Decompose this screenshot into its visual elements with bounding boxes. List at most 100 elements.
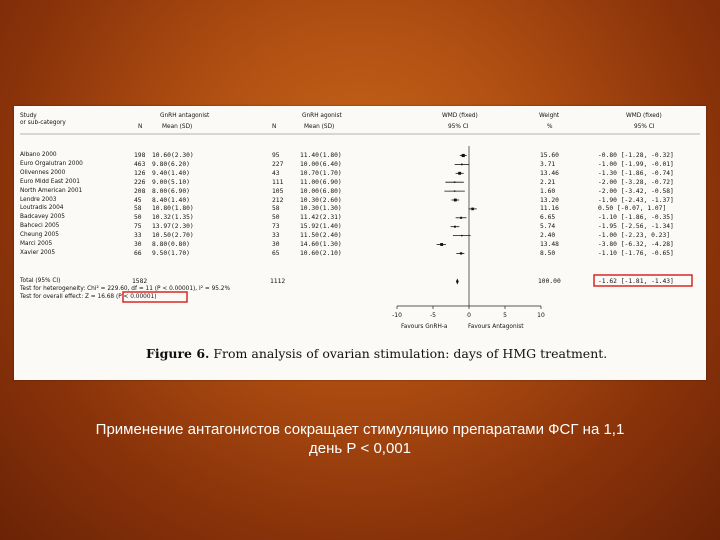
header-n1: N [138,124,143,130]
row-wmd: -1.10 [-1.76, -0.65] [598,249,674,257]
point-estimate-marker [460,216,463,219]
row-n-antagonist: 45 [134,196,142,204]
slide-note: Применение антагонистов сокращает стимул… [0,420,720,458]
total-wmd: -1.62 [-1.81, -1.43] [598,278,674,285]
row-weight: 13.20 [540,196,559,204]
row-n-agonist: 73 [272,223,280,231]
row-n-antagonist: 50 [134,214,142,222]
point-estimate-marker [453,181,456,183]
total-label: Total (95% CI) [20,278,61,284]
row-weight: 2.40 [540,232,556,240]
highlight-box-p-value [122,291,188,303]
row-n-agonist: 212 [272,196,284,204]
row-n-antagonist: 208 [134,187,146,195]
row-n-agonist: 227 [272,160,284,168]
row-wmd: -1.00 [-2.23, 0.23] [598,232,671,240]
x-axis-tick-label: -10 [392,312,402,319]
row-mean-agonist: 15.92(1.40) [300,223,342,231]
row-n-agonist: 33 [272,232,280,240]
row-mean-antagonist: 9.40(1.40) [152,169,190,177]
row-wmd: -1.95 [-2.56, -1.34] [598,223,674,231]
row-mean-antagonist: 9.80(6.20) [152,160,190,168]
row-mean-agonist: 11.50(2.40) [300,232,342,240]
row-n-agonist: 111 [272,178,284,186]
row-n-agonist: 50 [272,214,280,222]
row-study-name: Cheung 2005 [20,232,59,239]
row-study-name: Olivennes 2000 [20,169,66,176]
row-study-name: Badcavey 2005 [20,214,65,221]
row-study-name: North American 2001 [20,187,83,194]
point-estimate-marker [453,198,457,202]
point-estimate-marker [454,225,456,228]
row-weight: 8.50 [540,249,556,257]
row-wmd: -1.10 [-1.86, -0.35] [598,214,674,222]
row-n-antagonist: 126 [134,169,146,177]
x-axis-tick-label: -5 [430,312,436,319]
row-n-antagonist: 198 [134,152,146,159]
row-mean-agonist: 10.70(1.70) [300,169,342,177]
row-study-name: Euro Midd East 2001 [20,178,80,185]
row-n-agonist: 65 [272,249,280,257]
header-mean1: Mean (SD) [162,124,193,130]
row-n-antagonist: 33 [134,232,142,240]
row-study-name: Marci 2005 [20,241,53,247]
forest-plot-graphics: -10 -5 0 5 10 [20,133,700,319]
row-study-name: Loutradis 2004 [20,205,64,212]
row-study-name: Xavier 2005 [20,249,56,256]
row-mean-agonist: 10.00(6.80) [300,187,342,195]
row-weight: 13.46 [540,169,559,177]
row-weight: 1.60 [540,187,556,195]
total-n2: 1112 [270,278,286,285]
row-mean-antagonist: 10.32(1.35) [152,214,194,222]
point-estimate-marker [453,190,456,192]
header-weight: Weight [539,113,560,119]
row-mean-antagonist: 10.50(2.70) [152,232,194,240]
row-weight: 3.71 [540,160,556,168]
row-wmd: -3.80 [-6.32, -4.28] [598,241,674,248]
row-study-name: Albano 2000 [20,152,57,158]
point-estimate-marker [459,252,463,255]
forest-plot-figure: Study or sub-category GnRH antagonist N … [14,106,706,380]
row-mean-antagonist: 13.97(2.30) [152,223,194,231]
total-weight: 100.00 [538,278,561,285]
point-estimate-marker [471,207,474,211]
row-mean-antagonist: 10.80(1.80) [152,205,194,213]
header-percent: % [547,124,553,130]
row-study-name: Euro Orgalutran 2000 [20,160,83,167]
row-mean-agonist: 11.40(1.80) [300,152,342,159]
header-wmd: WMD (fixed) [442,113,478,119]
heterogeneity-test: Test for heterogeneity: Chi² = 229.60, d… [20,286,230,292]
row-n-agonist: 58 [272,205,280,213]
overall-effect-test: Test for overall effect: Z = 16.68 (P < … [20,294,157,300]
row-n-antagonist: 75 [134,223,142,231]
x-axis-tick-label: 0 [467,312,471,319]
row-study-name: Lendre 2003 [20,196,57,203]
row-study-name: Bahceci 2005 [20,223,60,230]
row-weight: 15.60 [540,152,559,159]
header-n2: N [272,124,277,130]
row-mean-agonist: 10.00(6.40) [300,160,342,168]
row-n-agonist: 105 [272,187,284,195]
row-mean-antagonist: 8.80(0.80) [152,241,190,248]
header-group2: GnRH agonist [302,113,342,119]
figure-caption: Figure 6. From analysis of ovarian stimu… [146,346,608,361]
header-group1: GnRH antagonist [160,113,210,119]
figure-frame: Study or sub-category GnRH antagonist N … [14,106,706,380]
row-mean-agonist: 10.60(2.10) [300,249,342,257]
row-n-agonist: 95 [272,152,280,159]
row-weight: 5.74 [540,223,556,231]
point-estimate-marker [460,163,463,166]
row-mean-antagonist: 8.00(6.90) [152,187,190,195]
row-n-antagonist: 30 [134,241,142,248]
row-weight: 11.16 [540,205,559,213]
row-mean-agonist: 10.30(2.60) [300,196,342,204]
row-n-antagonist: 226 [134,178,146,186]
favours-right-label: Favours Antagonist [468,324,524,330]
row-wmd: -1.90 [-2.43, -1.37] [598,196,674,204]
row-n-antagonist: 66 [134,249,142,257]
header-subcategory: or sub-category [20,120,66,126]
row-mean-agonist: 11.42(2.31) [300,214,342,222]
x-axis-tick-label: 10 [537,312,545,319]
row-wmd: 0.50 [-0.07, 1.07] [598,205,667,213]
header-ci: 95% CI [448,124,469,130]
